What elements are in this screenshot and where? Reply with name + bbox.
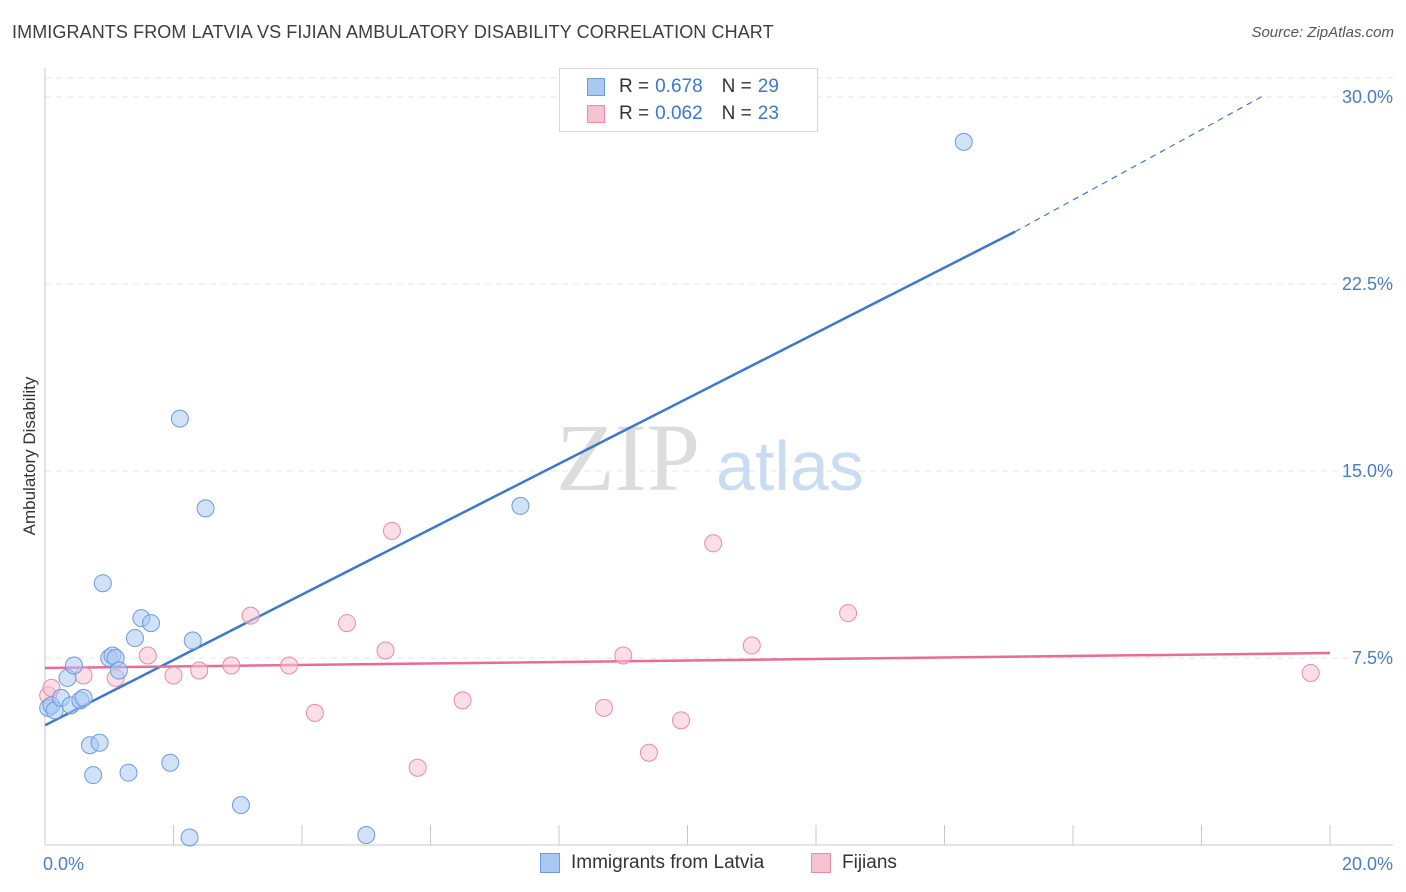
legend-r-label: R = bbox=[619, 103, 650, 124]
legend-n-label: N = bbox=[721, 76, 752, 97]
point-fijians bbox=[305, 703, 324, 722]
point-fijians bbox=[190, 661, 209, 680]
point-latvia bbox=[125, 629, 144, 648]
point-latvia bbox=[183, 631, 202, 650]
point-latvia bbox=[954, 132, 973, 151]
trend-line-latvia bbox=[44, 230, 1016, 727]
point-fijians bbox=[222, 656, 241, 675]
gridlines bbox=[45, 77, 1393, 659]
point-fijians bbox=[408, 758, 427, 777]
point-fijians bbox=[453, 691, 472, 710]
x-tick-label: 0.0% bbox=[43, 854, 84, 874]
data-points bbox=[39, 132, 1320, 847]
legend-row-latvia: R = 0.678 N = 29 bbox=[587, 75, 779, 99]
y-axis-label: Ambulatory Disability bbox=[20, 376, 39, 535]
point-fijians bbox=[280, 656, 299, 675]
bottom-legend-swatch-fijians bbox=[811, 853, 831, 873]
point-latvia bbox=[231, 796, 250, 815]
point-fijians bbox=[742, 636, 761, 655]
legend-n-label: N = bbox=[721, 103, 752, 124]
point-fijians bbox=[376, 641, 395, 660]
point-fijians bbox=[614, 646, 633, 665]
point-fijians bbox=[164, 666, 183, 685]
point-latvia bbox=[170, 409, 189, 428]
bottom-legend-swatch-latvia bbox=[540, 853, 560, 873]
point-latvia bbox=[196, 499, 215, 518]
trend-line-extension bbox=[1014, 93, 1267, 233]
point-latvia bbox=[119, 763, 138, 782]
trend-line-fijians bbox=[44, 651, 1331, 670]
bottom-legend-latvia: Immigrants from Latvia bbox=[540, 852, 764, 874]
y-tick-label: 30.0% bbox=[1342, 87, 1393, 107]
legend-r-value: 0.062 bbox=[655, 103, 703, 124]
point-latvia bbox=[64, 656, 83, 675]
y-tick-label: 7.5% bbox=[1352, 648, 1393, 668]
watermark-zip: ZIP bbox=[556, 404, 700, 511]
tick-labels: 7.5% 15.0% 22.5% 30.0% 0.0% 20.0% bbox=[43, 87, 1393, 874]
trend-lines bbox=[44, 93, 1331, 727]
point-fijians bbox=[382, 521, 401, 540]
point-fijians bbox=[1301, 663, 1320, 682]
point-fijians bbox=[337, 614, 356, 633]
legend-row-fijians: R = 0.062 N = 23 bbox=[587, 102, 779, 126]
watermark-atlas: atlas bbox=[716, 427, 864, 505]
point-fijians bbox=[241, 606, 260, 625]
bottom-legend-label-fijians: Fijians bbox=[842, 852, 897, 873]
legend-swatch-latvia bbox=[587, 78, 605, 96]
point-fijians bbox=[839, 604, 858, 623]
legend-n-value: 29 bbox=[757, 76, 779, 97]
stats-legend: R = 0.678 N = 29 R = 0.062 N = 23 bbox=[559, 68, 818, 132]
point-latvia bbox=[74, 688, 93, 707]
point-fijians bbox=[704, 534, 723, 553]
bottom-legend-label-latvia: Immigrants from Latvia bbox=[571, 852, 765, 873]
point-latvia bbox=[90, 733, 109, 752]
point-latvia bbox=[84, 766, 103, 785]
point-latvia bbox=[357, 826, 376, 845]
point-fijians bbox=[138, 646, 157, 665]
chart-source: Source: ZipAtlas.com bbox=[1251, 24, 1394, 41]
point-latvia bbox=[109, 661, 128, 680]
point-latvia bbox=[511, 496, 530, 515]
point-latvia bbox=[180, 828, 199, 847]
legend-swatch-fijians bbox=[587, 105, 605, 123]
legend-r-label: R = bbox=[619, 76, 650, 97]
chart-title: IMMIGRANTS FROM LATVIA VS FIJIAN AMBULAT… bbox=[12, 22, 774, 42]
legend-r-value: 0.678 bbox=[655, 76, 703, 97]
y-tick-label: 22.5% bbox=[1342, 274, 1393, 294]
point-latvia bbox=[142, 614, 161, 633]
y-tick-label: 15.0% bbox=[1342, 461, 1393, 481]
bottom-legend-fijians: Fijians bbox=[811, 852, 897, 874]
watermark: ZIP atlas bbox=[556, 404, 864, 511]
point-latvia bbox=[93, 574, 112, 593]
x-tick-marks bbox=[173, 825, 1331, 845]
x-tick-label: 20.0% bbox=[1342, 854, 1393, 874]
point-latvia bbox=[161, 753, 180, 772]
legend-n-value: 23 bbox=[757, 103, 779, 124]
point-fijians bbox=[639, 743, 658, 762]
point-fijians bbox=[672, 711, 691, 730]
point-fijians bbox=[594, 698, 613, 717]
